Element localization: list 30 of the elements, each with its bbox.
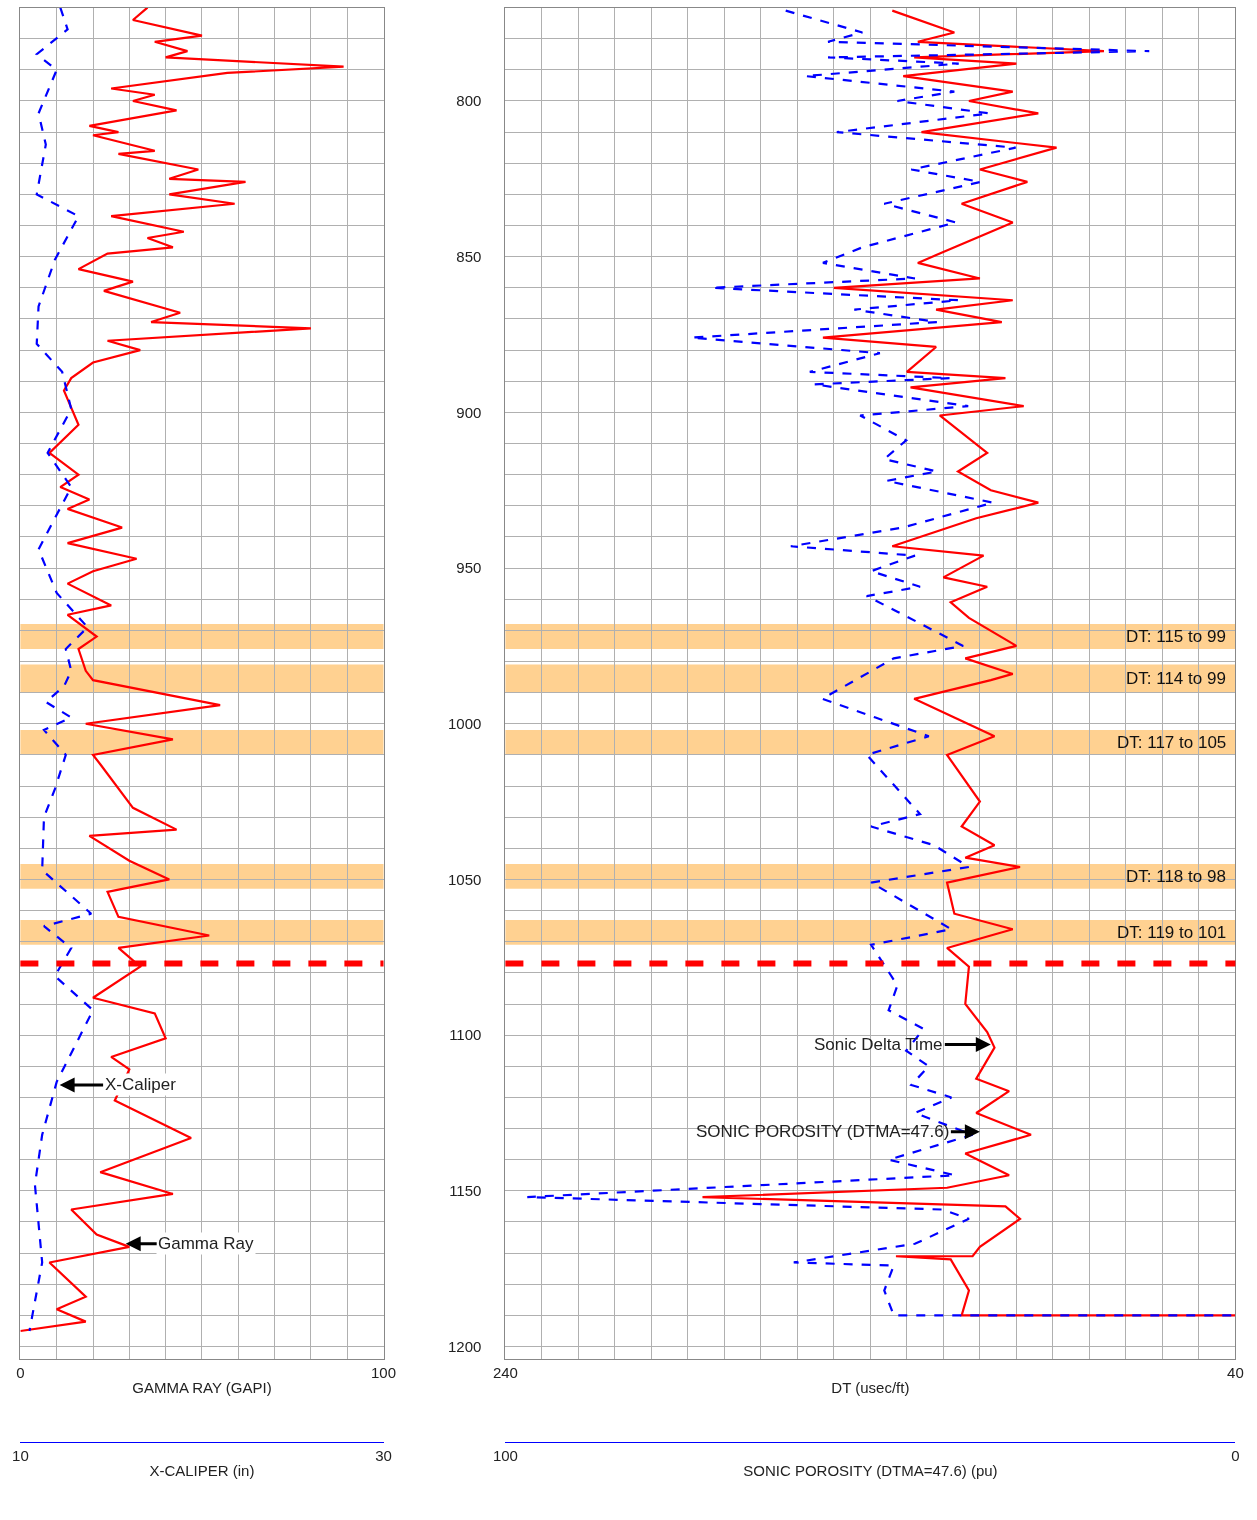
x-axis-title: GAMMA RAY (GAPI) — [132, 1379, 272, 1396]
band-label: DT: 118 to 98 — [1126, 867, 1226, 886]
band-label: DT: 119 to 101 — [1117, 923, 1227, 942]
annotation: Gamma Ray — [158, 1234, 254, 1253]
y-tick-label: 1050 — [448, 870, 482, 888]
y-tick-label: 1150 — [449, 1182, 482, 1200]
x2-axis-title: SONIC POROSITY (DTMA=47.6) (pu) — [743, 1462, 998, 1480]
annotation: SONIC POROSITY (DTMA=47.6) — [696, 1122, 950, 1141]
x-tick-label: 240 — [492, 1364, 518, 1381]
band-label: DT: 117 to 105 — [1117, 733, 1227, 752]
y-tick-label: 800 — [456, 92, 482, 110]
x2-tick-label: 30 — [375, 1447, 392, 1465]
x2-tick-label: 0 — [1231, 1447, 1240, 1465]
x2-tick-label: 10 — [12, 1447, 29, 1465]
y-tick-label: 950 — [456, 559, 482, 577]
band-label: DT: 114 to 99 — [1126, 669, 1226, 688]
y-tick-label: 850 — [456, 247, 482, 265]
annotation: X-Caliper — [105, 1075, 177, 1094]
y-tick-label: 900 — [456, 403, 482, 421]
x-tick-label: 100 — [371, 1364, 397, 1381]
annotation: Sonic Delta Time — [814, 1035, 943, 1054]
x2-tick-label: 100 — [492, 1447, 518, 1465]
y-tick-label: 1200 — [448, 1337, 482, 1355]
x-tick-label: 0 — [16, 1364, 25, 1381]
band-label: DT: 115 to 99 — [1126, 627, 1226, 646]
x2-axis-title: X-CALIPER (in) — [149, 1462, 255, 1480]
y-tick-label: 1000 — [448, 715, 482, 733]
x-tick-label: 40 — [1227, 1364, 1244, 1381]
x-axis-title: DT (usec/ft) — [831, 1379, 910, 1396]
y-tick-label: 1100 — [449, 1026, 482, 1044]
